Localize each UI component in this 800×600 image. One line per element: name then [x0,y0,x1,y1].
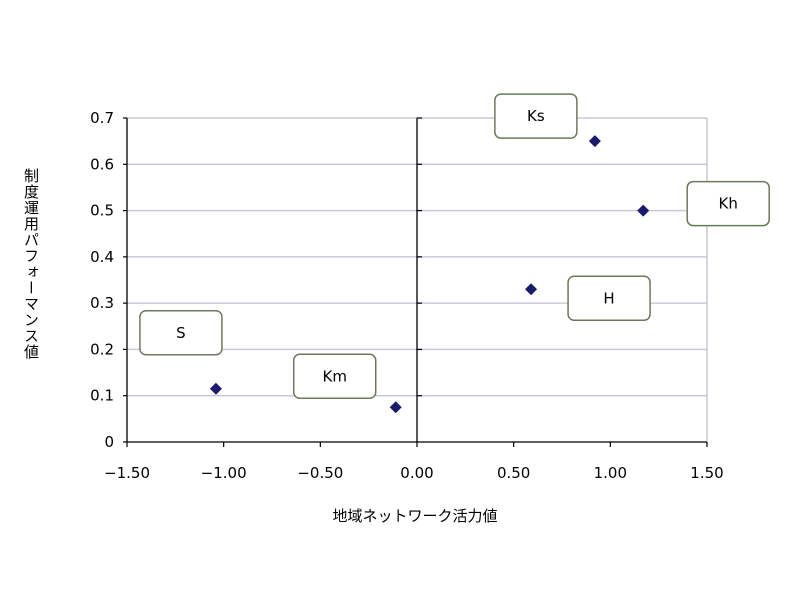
x-tick-label: 1.50 [690,464,723,482]
callout-s: S [139,310,223,356]
callout-label: Km [323,367,347,385]
callout-box [139,310,223,356]
tick-labels: 0 0.1 0.2 0.3 0.4 0.5 0.6 0.7 −1.50 −1.00 −0.50 0.0… [90,109,724,482]
callout-label: S [176,324,186,342]
y-tick-label: 0.7 [90,109,114,127]
x-tick-label: −1.50 [104,464,150,482]
callout-box [494,93,578,139]
callout-h: H [567,275,651,322]
x-tick-label: 1.00 [594,464,627,482]
data-point-h [525,283,538,296]
x-tick-label: 0.50 [497,464,530,482]
y-tick-label: 0.6 [90,155,114,173]
callout-label: H [603,289,614,307]
axes [123,117,708,447]
callout-box [567,275,651,322]
callout-kh: Kh [686,180,770,227]
callout-box [292,353,377,400]
callout-ks: Ks [494,93,578,139]
y-tick-label: 0.3 [90,294,114,312]
y-tick-label: 0.4 [90,248,114,266]
x-tick-label: 0.00 [400,464,433,482]
x-axis-title: 地域ネットワーク活力値 [332,507,497,525]
callout-box [686,180,770,227]
data-point-s [209,382,222,395]
data-points [209,135,650,414]
y-axis-title: 制度運用パフォーマンス値 [22,168,40,360]
data-point-ks [588,135,601,148]
callout-label: Ks [527,107,545,125]
data-point-kh [637,204,650,217]
x-tick-label: −0.50 [297,464,343,482]
point-callouts: Ks Kh H S Km [139,93,770,400]
callout-label: Kh [719,195,738,213]
y-tick-label: 0.1 [90,387,114,405]
y-tick-label: 0.2 [90,340,114,358]
y-tick-label: 0.5 [90,202,114,220]
callout-km: Km [292,353,377,400]
x-tick-label: −1.00 [201,464,247,482]
data-point-km [389,401,402,414]
y-tick-label: 0 [104,433,114,451]
